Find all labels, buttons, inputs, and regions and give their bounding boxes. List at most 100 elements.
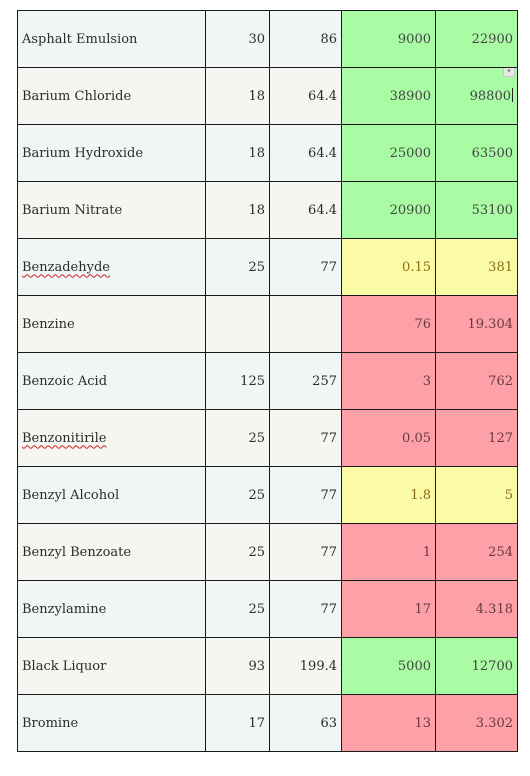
- chemical-name-cell[interactable]: Benzadehyde: [17, 238, 206, 296]
- temp-c-cell[interactable]: 30: [205, 10, 270, 68]
- table-row: Barium Nitrate 18 64.4 20900 53100: [17, 181, 518, 239]
- value-2-cell[interactable]: 5: [435, 466, 518, 524]
- chemical-name-text: Black Liquor: [22, 658, 107, 674]
- value-1-cell[interactable]: 17: [341, 580, 436, 638]
- temp-f-cell[interactable]: 77: [269, 238, 342, 296]
- temp-c-cell[interactable]: 125: [205, 352, 270, 410]
- table-row: Benzoic Acid 125 257 3 762: [17, 352, 518, 410]
- value-2-cell[interactable]: 53100: [435, 181, 518, 239]
- temp-c-cell[interactable]: 93: [205, 637, 270, 695]
- temp-f-cell[interactable]: 77: [269, 409, 342, 467]
- temp-c-cell[interactable]: 17: [205, 694, 270, 752]
- chemical-name-cell[interactable]: Barium Nitrate: [17, 181, 206, 239]
- chemical-name-cell[interactable]: Benzoic Acid: [17, 352, 206, 410]
- value-1-cell[interactable]: 0.15: [341, 238, 436, 296]
- value-2-cell[interactable]: 22900: [435, 10, 518, 68]
- temp-f-cell[interactable]: 64.4: [269, 181, 342, 239]
- table-row: Barium Hydroxide 18 64.4 25000 63500: [17, 124, 518, 182]
- chemical-name-cell[interactable]: Benzyl Benzoate: [17, 523, 206, 581]
- value-1-cell[interactable]: 5000: [341, 637, 436, 695]
- value-2-text: 98800: [469, 89, 511, 104]
- temp-c-cell[interactable]: 25: [205, 523, 270, 581]
- value-1-text: 25000: [389, 145, 431, 161]
- temp-f-cell[interactable]: 64.4: [269, 67, 342, 125]
- value-2-cell[interactable]: 381: [435, 238, 518, 296]
- temp-c-cell[interactable]: 25: [205, 409, 270, 467]
- table-body: Asphalt Emulsion 30 86 9000 22900 Barium Chlo…: [17, 10, 518, 752]
- chemical-name-cell[interactable]: Benzine: [17, 295, 206, 353]
- table-row: Asphalt Emulsion 30 86 9000 22900: [17, 10, 518, 68]
- value-2-cell[interactable]: 3.302: [435, 694, 518, 752]
- value-1-cell[interactable]: 38900: [341, 67, 436, 125]
- value-1-text: 1: [422, 544, 431, 560]
- temp-f-text: 77: [320, 430, 337, 446]
- temp-c-text: 25: [248, 259, 265, 275]
- value-1-text: 76: [414, 316, 431, 332]
- temp-c-text: 25: [248, 430, 265, 446]
- temp-f-cell[interactable]: 77: [269, 466, 342, 524]
- value-1-cell[interactable]: 1: [341, 523, 436, 581]
- table-row: Barium Chloride 18 64.4 38900 ▾ 98800: [17, 67, 518, 125]
- temp-f-cell[interactable]: 257: [269, 352, 342, 410]
- value-2-text: 22900: [471, 31, 513, 47]
- value-1-text: 0.05: [402, 430, 431, 446]
- temp-f-cell[interactable]: 64.4: [269, 124, 342, 182]
- value-2-cell[interactable]: 254: [435, 523, 518, 581]
- temp-c-cell[interactable]: 18: [205, 67, 270, 125]
- temp-c-cell[interactable]: [205, 295, 270, 353]
- value-2-text: 19.304: [467, 316, 514, 332]
- value-2-text: 53100: [471, 202, 513, 218]
- temp-f-cell[interactable]: 77: [269, 523, 342, 581]
- chemical-name-cell[interactable]: Asphalt Emulsion: [17, 10, 206, 68]
- chemical-name-text: Benzoic Acid: [22, 373, 108, 389]
- chevron-down-icon[interactable]: ▾: [503, 68, 515, 77]
- value-2-cell[interactable]: 12700: [435, 637, 518, 695]
- chemical-name-cell[interactable]: Benzonitirile: [17, 409, 206, 467]
- chemical-name-text: Barium Hydroxide: [22, 145, 144, 161]
- value-2-cell[interactable]: 762: [435, 352, 518, 410]
- chemical-name-text: Benzine: [22, 316, 75, 332]
- chemical-name-cell[interactable]: Black Liquor: [17, 637, 206, 695]
- value-2-cell[interactable]: 127: [435, 409, 518, 467]
- value-1-cell[interactable]: 20900: [341, 181, 436, 239]
- temp-f-cell[interactable]: 77: [269, 580, 342, 638]
- value-1-cell[interactable]: 13: [341, 694, 436, 752]
- chemical-name-text: Benzyl Benzoate: [22, 544, 132, 560]
- value-1-cell[interactable]: 9000: [341, 10, 436, 68]
- temp-c-cell[interactable]: 25: [205, 466, 270, 524]
- value-2-cell[interactable]: 63500: [435, 124, 518, 182]
- chemical-name-text: Benzyl Alcohol: [22, 487, 120, 503]
- value-2-cell[interactable]: 4.318: [435, 580, 518, 638]
- temp-f-cell[interactable]: 199.4: [269, 637, 342, 695]
- temp-f-cell[interactable]: 63: [269, 694, 342, 752]
- value-2-text: 3.302: [475, 715, 513, 731]
- temp-c-cell[interactable]: 18: [205, 124, 270, 182]
- value-1-cell[interactable]: 76: [341, 295, 436, 353]
- chemical-name-cell[interactable]: Barium Chloride: [17, 67, 206, 125]
- value-1-cell[interactable]: 25000: [341, 124, 436, 182]
- value-1-cell[interactable]: 1.8: [341, 466, 436, 524]
- temp-f-text: 77: [320, 259, 337, 275]
- value-1-text: 13: [414, 715, 431, 731]
- temp-c-cell[interactable]: 25: [205, 238, 270, 296]
- active-cell-wrap: ▾ 98800: [440, 68, 515, 104]
- value-2-cell[interactable]: 19.304: [435, 295, 518, 353]
- value-2-cell[interactable]: ▾ 98800: [435, 67, 518, 125]
- chemical-name-cell[interactable]: Barium Hydroxide: [17, 124, 206, 182]
- temp-f-cell[interactable]: 86: [269, 10, 342, 68]
- value-1-text: 20900: [389, 202, 431, 218]
- value-1-text: 5000: [397, 658, 431, 674]
- chemical-name-cell[interactable]: Benzylamine: [17, 580, 206, 638]
- chemical-name-cell[interactable]: Benzyl Alcohol: [17, 466, 206, 524]
- temp-c-text: 25: [248, 487, 265, 503]
- table-row: Benzonitirile 25 77 0.05 127: [17, 409, 518, 467]
- chemical-name-cell[interactable]: Bromine: [17, 694, 206, 752]
- temp-f-text: 64.4: [308, 202, 337, 218]
- value-1-cell[interactable]: 3: [341, 352, 436, 410]
- temp-c-cell[interactable]: 25: [205, 580, 270, 638]
- temp-c-cell[interactable]: 18: [205, 181, 270, 239]
- temp-f-text: 77: [320, 601, 337, 617]
- value-1-cell[interactable]: 0.05: [341, 409, 436, 467]
- temp-f-cell[interactable]: [269, 295, 342, 353]
- value-1-text: 1.8: [410, 487, 431, 503]
